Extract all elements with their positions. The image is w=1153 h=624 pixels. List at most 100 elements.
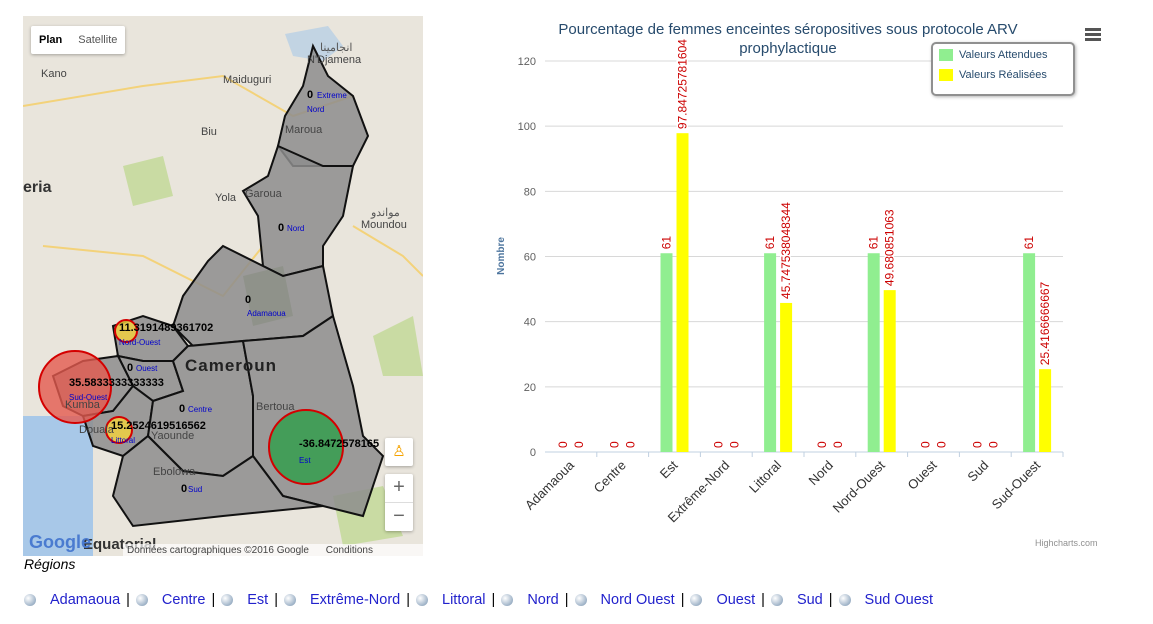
y-tick-label: 100 bbox=[518, 121, 536, 133]
forest-area bbox=[373, 316, 423, 376]
y-axis-title: Nombre bbox=[496, 237, 507, 275]
x-category-label: Littoral bbox=[746, 457, 784, 495]
region-link[interactable]: Littoral bbox=[442, 592, 486, 608]
bar-realisees[interactable] bbox=[883, 290, 896, 452]
region-value-circle[interactable] bbox=[105, 416, 133, 444]
map-city-label: eria bbox=[23, 179, 52, 196]
region-value-label: 0 bbox=[245, 294, 252, 306]
region-link[interactable]: Sud bbox=[796, 592, 823, 608]
map-city-label: Kano bbox=[41, 68, 67, 80]
data-label: 0 bbox=[919, 441, 933, 448]
zoom-out-button[interactable]: − bbox=[385, 502, 413, 531]
region-link[interactable]: Nord Ouest bbox=[600, 592, 675, 608]
link-separator: | bbox=[828, 592, 833, 608]
legend-swatch-yellow bbox=[939, 69, 953, 81]
region-link[interactable]: Extrême-Nord bbox=[309, 592, 401, 608]
map-city-label: Maroua bbox=[285, 124, 323, 136]
region-bullet-icon bbox=[770, 594, 783, 606]
map-panel[interactable]: Kano Maiduguri N'Djamena انجامينا Biu Maroua G… bbox=[23, 16, 423, 556]
country-label: Cameroun bbox=[185, 356, 278, 375]
region-link[interactable]: Nord bbox=[527, 592, 559, 608]
data-label: 0 bbox=[572, 441, 586, 448]
bar-attendues[interactable] bbox=[1023, 253, 1036, 452]
legend-swatch-green bbox=[939, 49, 953, 61]
y-tick-label: 60 bbox=[524, 252, 536, 264]
region-value-label: 0 bbox=[127, 362, 134, 374]
data-label: 61 bbox=[1022, 236, 1036, 250]
region-link[interactable]: Centre bbox=[161, 592, 206, 608]
data-label-halo: 0 bbox=[815, 441, 829, 448]
data-label-halo: 97.84725781604 bbox=[676, 39, 690, 129]
terms-of-use-link[interactable]: Conditions d'utilisation bbox=[325, 545, 373, 556]
region-bullet-icon bbox=[283, 594, 296, 606]
data-label: 0 bbox=[986, 441, 1000, 448]
chart-menu-button[interactable] bbox=[1083, 24, 1103, 44]
bar-attendues[interactable] bbox=[764, 253, 777, 452]
highcharts-credits[interactable]: Highcharts.com bbox=[1035, 538, 1098, 548]
data-label: 45.747538048344 bbox=[779, 202, 793, 299]
region-name-label: Nord bbox=[307, 105, 325, 114]
y-tick-label: 40 bbox=[524, 317, 536, 329]
data-label: 0 bbox=[624, 441, 638, 448]
data-label-halo: 61 bbox=[660, 236, 674, 250]
region-link[interactable]: Sud Ouest bbox=[864, 592, 934, 608]
street-view-pegman-icon[interactable]: ♙ bbox=[385, 438, 413, 466]
region-link[interactable]: Ouest bbox=[716, 592, 756, 608]
data-label-halo: 61 bbox=[867, 236, 881, 250]
x-category-label: Nord-Ouest bbox=[830, 457, 888, 515]
chart-title-line1: Pourcentage de femmes enceintes séroposi… bbox=[558, 21, 1018, 38]
region-value-label: 0 bbox=[307, 89, 314, 101]
data-label: 97.84725781604 bbox=[676, 39, 690, 129]
data-label-halo: 0 bbox=[919, 441, 933, 448]
region-bullet-icon bbox=[501, 594, 514, 606]
map-city-label: Garoua bbox=[245, 188, 282, 200]
road bbox=[352, 225, 423, 277]
zoom-control: + − bbox=[385, 474, 413, 531]
region-value-circle[interactable] bbox=[268, 409, 344, 485]
region-bullet-icon bbox=[838, 594, 851, 606]
zoom-in-button[interactable]: + bbox=[393, 476, 405, 498]
region-value-label: 15.2524619516562 bbox=[111, 420, 206, 432]
region-value-label: 11.3191489361702 bbox=[119, 322, 214, 334]
bar-realisees[interactable] bbox=[676, 133, 689, 452]
map-city-label: Biu bbox=[201, 126, 217, 138]
map-data-credit: Données cartographiques ©2016 Google bbox=[127, 545, 309, 556]
region-value-circle[interactable] bbox=[38, 350, 112, 424]
data-label-halo: 0 bbox=[608, 441, 622, 448]
region-name-label: Centre bbox=[188, 405, 213, 414]
link-separator: | bbox=[761, 592, 765, 608]
region-value-label: -36.8472578165 bbox=[299, 438, 380, 450]
link-separator: | bbox=[211, 592, 216, 608]
legend-item-attendues[interactable]: Valeurs Attendues bbox=[939, 49, 1047, 61]
region-name-label: Ouest bbox=[136, 364, 158, 373]
google-logo[interactable]: Google bbox=[29, 532, 91, 552]
region-nord[interactable] bbox=[241, 144, 355, 278]
data-label: 0 bbox=[935, 441, 949, 448]
legend-label: Valeurs Attendues bbox=[959, 49, 1048, 61]
map-canvas[interactable] bbox=[23, 16, 423, 556]
bar-attendues[interactable] bbox=[660, 253, 673, 452]
map-type-satellite-button[interactable]: Satellite bbox=[78, 34, 118, 46]
data-label: 0 bbox=[556, 441, 570, 448]
map-city-label: N'Djamena bbox=[307, 54, 362, 66]
gulf-of-guinea bbox=[23, 426, 68, 536]
link-separator: | bbox=[274, 592, 278, 608]
legend-item-realisees[interactable]: Valeurs Réalisées bbox=[939, 69, 1047, 81]
bar-realisees[interactable] bbox=[780, 302, 793, 452]
region-bullet-icon bbox=[135, 594, 148, 606]
region-link[interactable]: Adamaoua bbox=[50, 592, 121, 608]
bar-attendues[interactable] bbox=[867, 253, 880, 452]
region-value-circle[interactable] bbox=[114, 319, 138, 343]
data-label: 61 bbox=[763, 236, 777, 250]
region-link[interactable]: Est bbox=[247, 592, 269, 608]
x-category-label: Est bbox=[657, 457, 681, 481]
map-city-label: Douala bbox=[79, 424, 114, 436]
data-label: 25.4166666667 bbox=[1038, 281, 1052, 365]
map-type-plan-button[interactable]: Plan bbox=[39, 34, 63, 46]
map-city-label: Kumba bbox=[65, 399, 100, 411]
chart-legend: Valeurs Attendues Valeurs Réalisées bbox=[931, 42, 1075, 96]
region-name-label: Extreme bbox=[317, 91, 347, 100]
region-bullet-icon bbox=[24, 594, 36, 606]
bar-realisees[interactable] bbox=[1039, 369, 1052, 452]
region-sud[interactable] bbox=[111, 434, 324, 528]
